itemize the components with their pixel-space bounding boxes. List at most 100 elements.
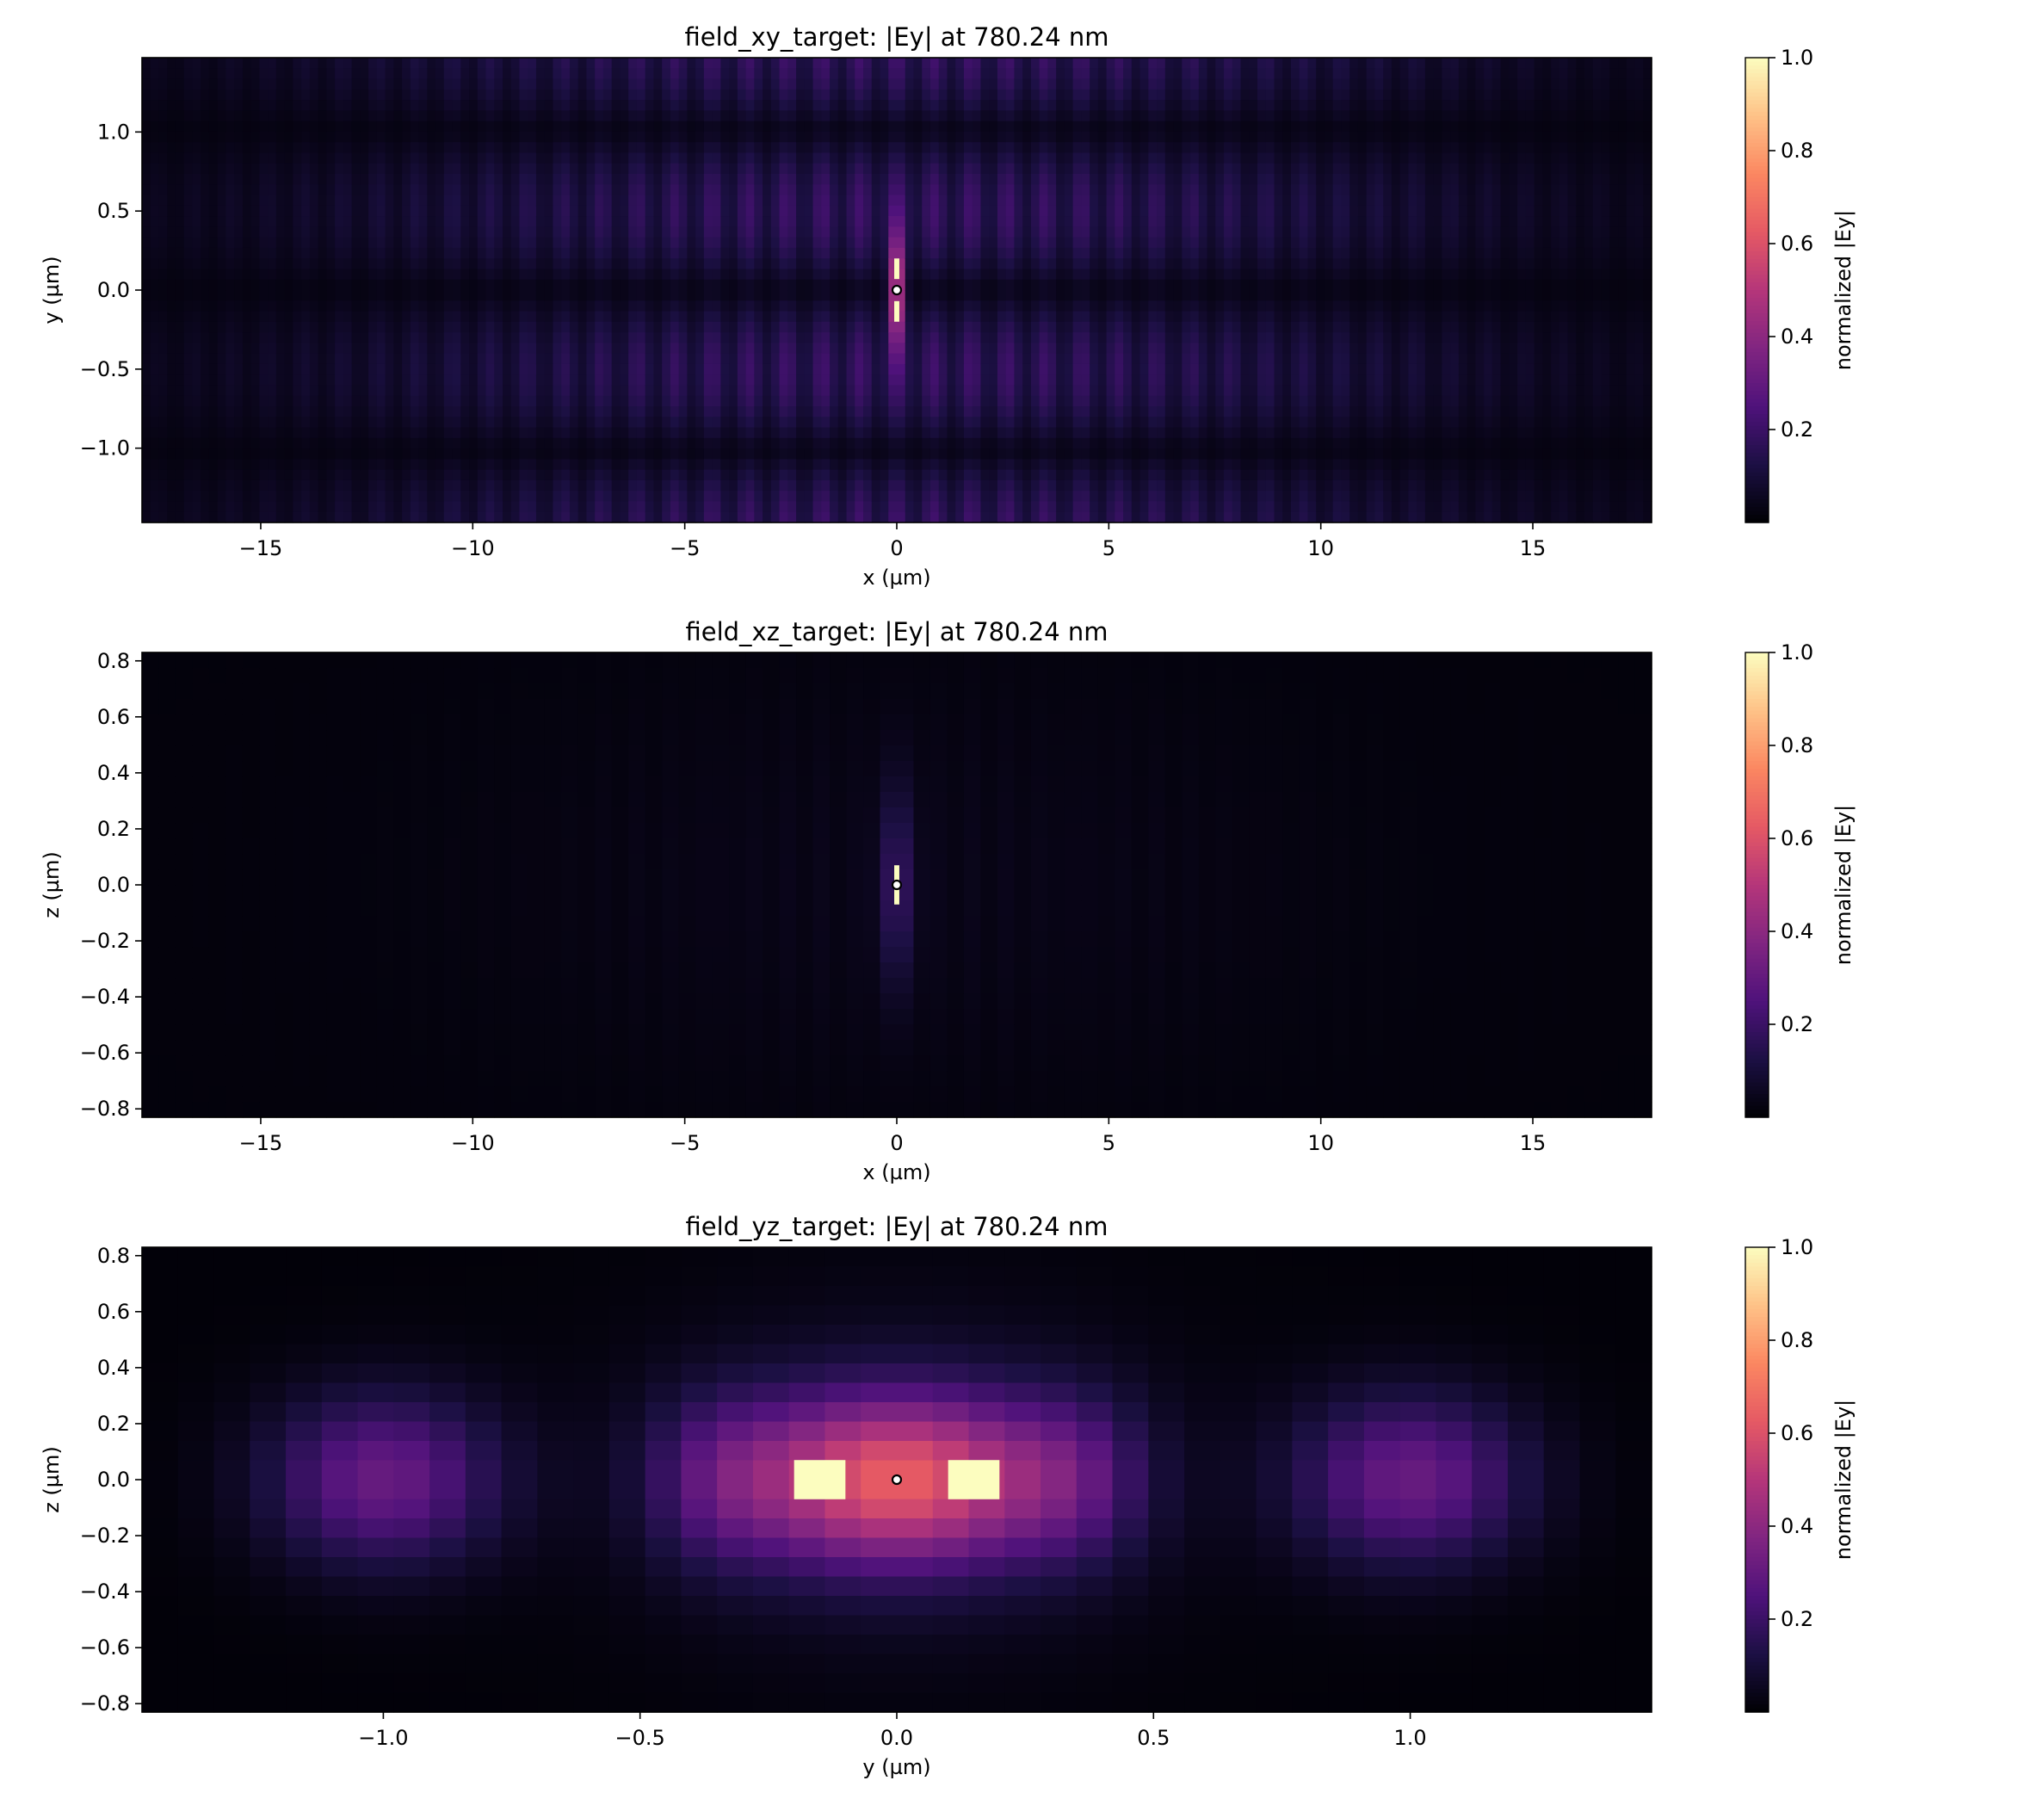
heatmap-cell bbox=[636, 427, 646, 439]
heatmap-cell bbox=[972, 300, 982, 312]
heatmap-cell bbox=[376, 110, 386, 122]
heatmap-cell bbox=[989, 437, 998, 449]
heatmap-cell bbox=[662, 100, 671, 111]
heatmap-cell bbox=[385, 131, 394, 143]
heatmap-cell bbox=[963, 290, 973, 301]
heatmap-cell bbox=[225, 269, 235, 281]
heatmap-cell bbox=[351, 311, 361, 323]
heatmap-cell bbox=[830, 417, 839, 429]
heatmap-cell bbox=[142, 395, 151, 407]
heatmap-cell bbox=[503, 437, 512, 449]
heatmap-cell bbox=[602, 417, 613, 429]
heatmap-cell bbox=[1005, 311, 1016, 323]
heatmap-cell bbox=[687, 258, 696, 270]
heatmap-cell bbox=[779, 205, 788, 217]
heatmap-cell bbox=[628, 89, 638, 101]
heatmap-cell bbox=[796, 417, 806, 429]
heatmap-cell bbox=[830, 68, 839, 80]
heatmap-cell bbox=[175, 437, 185, 449]
heatmap-cell bbox=[503, 152, 512, 164]
heatmap-cell bbox=[620, 469, 629, 481]
heatmap-cell bbox=[569, 174, 579, 185]
heatmap-cell bbox=[929, 374, 940, 386]
heatmap-cell bbox=[553, 311, 562, 323]
heatmap-cell bbox=[183, 459, 194, 471]
heatmap-cell bbox=[553, 195, 562, 207]
heatmap-cell bbox=[577, 131, 588, 143]
heatmap-cell bbox=[763, 58, 772, 69]
heatmap-cell bbox=[737, 89, 747, 101]
heatmap-cell bbox=[293, 479, 302, 491]
heatmap-cell bbox=[360, 195, 369, 207]
heatmap-cell bbox=[418, 258, 428, 270]
heatmap-cell bbox=[326, 78, 336, 90]
heatmap-cell bbox=[275, 121, 286, 133]
heatmap-cell bbox=[662, 110, 671, 122]
heatmap-cell bbox=[183, 353, 194, 365]
heatmap-cell bbox=[150, 363, 160, 375]
heatmap-cell bbox=[510, 131, 521, 143]
heatmap-cell bbox=[268, 226, 277, 238]
heatmap-cell bbox=[519, 237, 528, 249]
heatmap-cell bbox=[427, 205, 436, 217]
heatmap-cell bbox=[821, 121, 831, 133]
heatmap-cell bbox=[268, 78, 277, 90]
heatmap-cell bbox=[913, 216, 923, 227]
heatmap-cell bbox=[980, 226, 990, 238]
heatmap-cell bbox=[275, 417, 286, 429]
heatmap-cell bbox=[770, 501, 781, 513]
heatmap-cell bbox=[1056, 174, 1065, 185]
heatmap-cell bbox=[268, 300, 277, 312]
heatmap-cell bbox=[846, 290, 855, 301]
heatmap-cell bbox=[393, 100, 403, 111]
heatmap-cell bbox=[763, 68, 772, 80]
heatmap-cell bbox=[611, 491, 621, 503]
heatmap-cell bbox=[275, 332, 286, 343]
heatmap-cell bbox=[737, 311, 747, 323]
heatmap-cell bbox=[745, 332, 755, 343]
heatmap-cell bbox=[376, 152, 386, 164]
heatmap-cell bbox=[485, 311, 495, 323]
heatmap-cell bbox=[1064, 89, 1074, 101]
heatmap-cell bbox=[670, 58, 680, 69]
heatmap-cell bbox=[989, 184, 998, 196]
heatmap-cell bbox=[830, 437, 839, 449]
heatmap-cell bbox=[586, 279, 596, 291]
heatmap-cell bbox=[938, 385, 948, 397]
heatmap-cell bbox=[519, 395, 528, 407]
heatmap-cell bbox=[150, 131, 160, 143]
heatmap-cell bbox=[922, 205, 931, 217]
heatmap-cell bbox=[972, 427, 982, 439]
heatmap-cell bbox=[628, 279, 638, 291]
heatmap-cell bbox=[360, 406, 369, 417]
heatmap-cell bbox=[871, 479, 881, 491]
heatmap-cell bbox=[1081, 448, 1090, 460]
heatmap-cell bbox=[678, 300, 688, 312]
heatmap-cell bbox=[393, 374, 403, 386]
heatmap-cell bbox=[1005, 100, 1016, 111]
heatmap-cell bbox=[922, 78, 931, 90]
heatmap-cell bbox=[938, 142, 948, 154]
heatmap-cell bbox=[855, 89, 864, 101]
heatmap-cell bbox=[929, 226, 940, 238]
heatmap-cell bbox=[897, 343, 906, 355]
heatmap-cell bbox=[569, 395, 579, 407]
heatmap-cell bbox=[997, 427, 1007, 439]
heatmap-cell bbox=[443, 247, 454, 259]
heatmap-cell bbox=[343, 100, 353, 111]
heatmap-cell bbox=[763, 226, 772, 238]
heatmap-cell bbox=[318, 152, 327, 164]
heatmap-cell bbox=[343, 89, 353, 101]
heatmap-cell bbox=[553, 247, 562, 259]
heatmap-cell bbox=[779, 258, 788, 270]
heatmap-cell bbox=[494, 332, 503, 343]
heatmap-cell bbox=[846, 100, 855, 111]
heatmap-cell bbox=[913, 163, 923, 175]
heatmap-cell bbox=[427, 374, 436, 386]
heatmap-cell bbox=[745, 385, 755, 397]
heatmap-cell bbox=[804, 363, 814, 375]
heatmap-cell bbox=[360, 417, 369, 429]
heatmap-cell bbox=[192, 247, 201, 259]
heatmap-cell bbox=[410, 374, 420, 386]
heatmap-cell bbox=[402, 300, 411, 312]
